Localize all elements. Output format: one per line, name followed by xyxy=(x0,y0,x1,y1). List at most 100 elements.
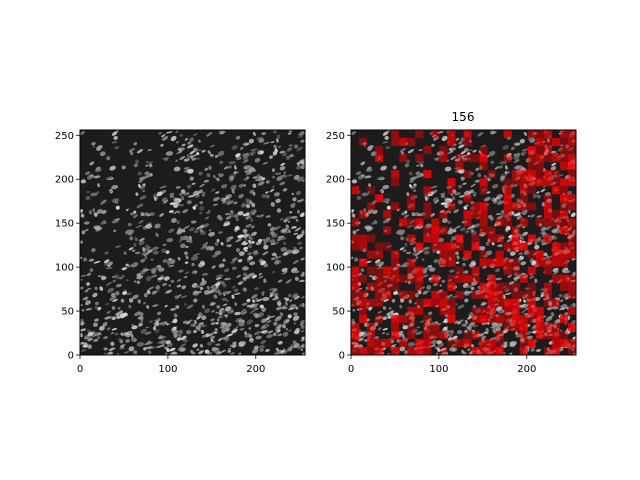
mask-cell xyxy=(551,298,560,307)
y-tick-label: 50 xyxy=(332,307,345,318)
mask-cell xyxy=(543,138,552,147)
cloud-blob xyxy=(402,325,409,330)
cloud-blob xyxy=(270,202,275,207)
cloud-blob xyxy=(132,214,139,219)
cloud-blob xyxy=(104,262,110,266)
cloud-blob xyxy=(227,349,232,353)
cloud-blob xyxy=(245,172,253,176)
cloud-blob xyxy=(242,159,249,164)
cloud-blob xyxy=(256,298,263,302)
cloud-blob xyxy=(448,333,453,338)
cloud-blob xyxy=(386,274,391,280)
cloud-blob xyxy=(435,321,438,324)
cloud-blob xyxy=(544,351,551,355)
cloud-blob xyxy=(244,237,248,242)
cloud-blob xyxy=(390,339,395,344)
cloud-blob xyxy=(206,351,210,355)
cloud-blob xyxy=(193,230,199,234)
cloud-blob xyxy=(466,325,472,330)
mask-cell xyxy=(567,170,576,179)
cloud-blob xyxy=(233,213,239,219)
cloud-blob xyxy=(381,332,386,335)
cloud-blob xyxy=(402,323,405,326)
cloud-blob xyxy=(495,212,502,216)
cloud-blob xyxy=(252,183,257,188)
mask-cell xyxy=(519,314,528,323)
mask-cell xyxy=(471,290,480,299)
cloud-blob xyxy=(270,257,276,261)
mask-cell xyxy=(367,186,376,195)
mask-cell xyxy=(463,170,472,179)
cloud-blob xyxy=(281,227,288,233)
cloud-blob xyxy=(489,216,494,221)
cloud-blob xyxy=(201,193,206,197)
cloud-blob xyxy=(165,322,169,326)
mask-cell xyxy=(479,186,488,195)
cloud-blob xyxy=(155,196,159,200)
cloud-blob xyxy=(546,306,554,311)
cloud-blob xyxy=(90,192,98,197)
cloud-blob xyxy=(570,212,576,218)
cloud-blob xyxy=(504,171,508,175)
cloud-blob xyxy=(280,247,287,252)
mask-cell xyxy=(447,202,456,211)
cloud-blob xyxy=(283,241,287,246)
y-tick-label: 200 xyxy=(326,175,345,186)
mask-cell xyxy=(351,346,360,355)
cloud-blob xyxy=(162,258,168,264)
cloud-blob xyxy=(94,331,102,336)
mask-cell xyxy=(351,338,360,347)
cloud-blob xyxy=(277,235,285,238)
cloud-blob xyxy=(226,165,232,169)
mask-cell xyxy=(567,346,576,355)
cloud-blob xyxy=(210,144,215,148)
cloud-blob xyxy=(287,314,292,319)
cloud-blob xyxy=(485,328,489,332)
cloud-blob xyxy=(255,335,262,340)
cloud-blob xyxy=(351,303,354,307)
mask-cell xyxy=(447,298,456,307)
cloud-blob xyxy=(444,166,452,172)
mask-cell xyxy=(543,146,552,155)
cloud-blob xyxy=(274,172,282,175)
cloud-blob xyxy=(495,306,502,312)
cloud-blob xyxy=(282,188,288,192)
cloud-blob xyxy=(432,344,436,347)
cloud-blob xyxy=(173,313,178,318)
cloud-blob xyxy=(199,228,203,233)
mask-cell xyxy=(543,258,552,267)
cloud-blob xyxy=(144,342,151,345)
cloud-blob xyxy=(216,238,220,243)
cloud-blob xyxy=(292,197,297,202)
cloud-blob xyxy=(242,276,248,280)
cloud-blob xyxy=(431,339,438,345)
mask-cell xyxy=(359,242,368,251)
cloud-blob xyxy=(258,176,263,180)
cloud-blob xyxy=(287,294,292,298)
mask-cell xyxy=(535,162,544,171)
cloud-blob xyxy=(244,143,249,146)
cloud-blob xyxy=(455,303,458,306)
mask-cell xyxy=(463,130,472,139)
cloud-blob xyxy=(211,287,217,292)
mask-cell xyxy=(543,130,552,139)
cloud-blob xyxy=(419,163,424,168)
cloud-blob xyxy=(152,304,159,307)
cloud-blob xyxy=(418,149,423,152)
cloud-blob xyxy=(133,163,139,168)
cloud-blob xyxy=(288,144,293,147)
cloud-blob xyxy=(123,251,127,255)
mask-cell xyxy=(463,250,472,259)
cloud-blob xyxy=(452,196,456,201)
cloud-blob xyxy=(296,199,303,203)
cloud-blob xyxy=(276,208,282,213)
mask-cell xyxy=(383,210,392,219)
cloud-blob xyxy=(210,335,215,340)
mask-cell xyxy=(455,338,464,347)
cloud-blob xyxy=(192,206,197,210)
cloud-blob xyxy=(150,258,154,261)
cloud-blob xyxy=(559,144,564,147)
cloud-blob xyxy=(376,281,384,286)
cloud-blob xyxy=(173,200,180,203)
cloud-blob xyxy=(156,345,164,348)
